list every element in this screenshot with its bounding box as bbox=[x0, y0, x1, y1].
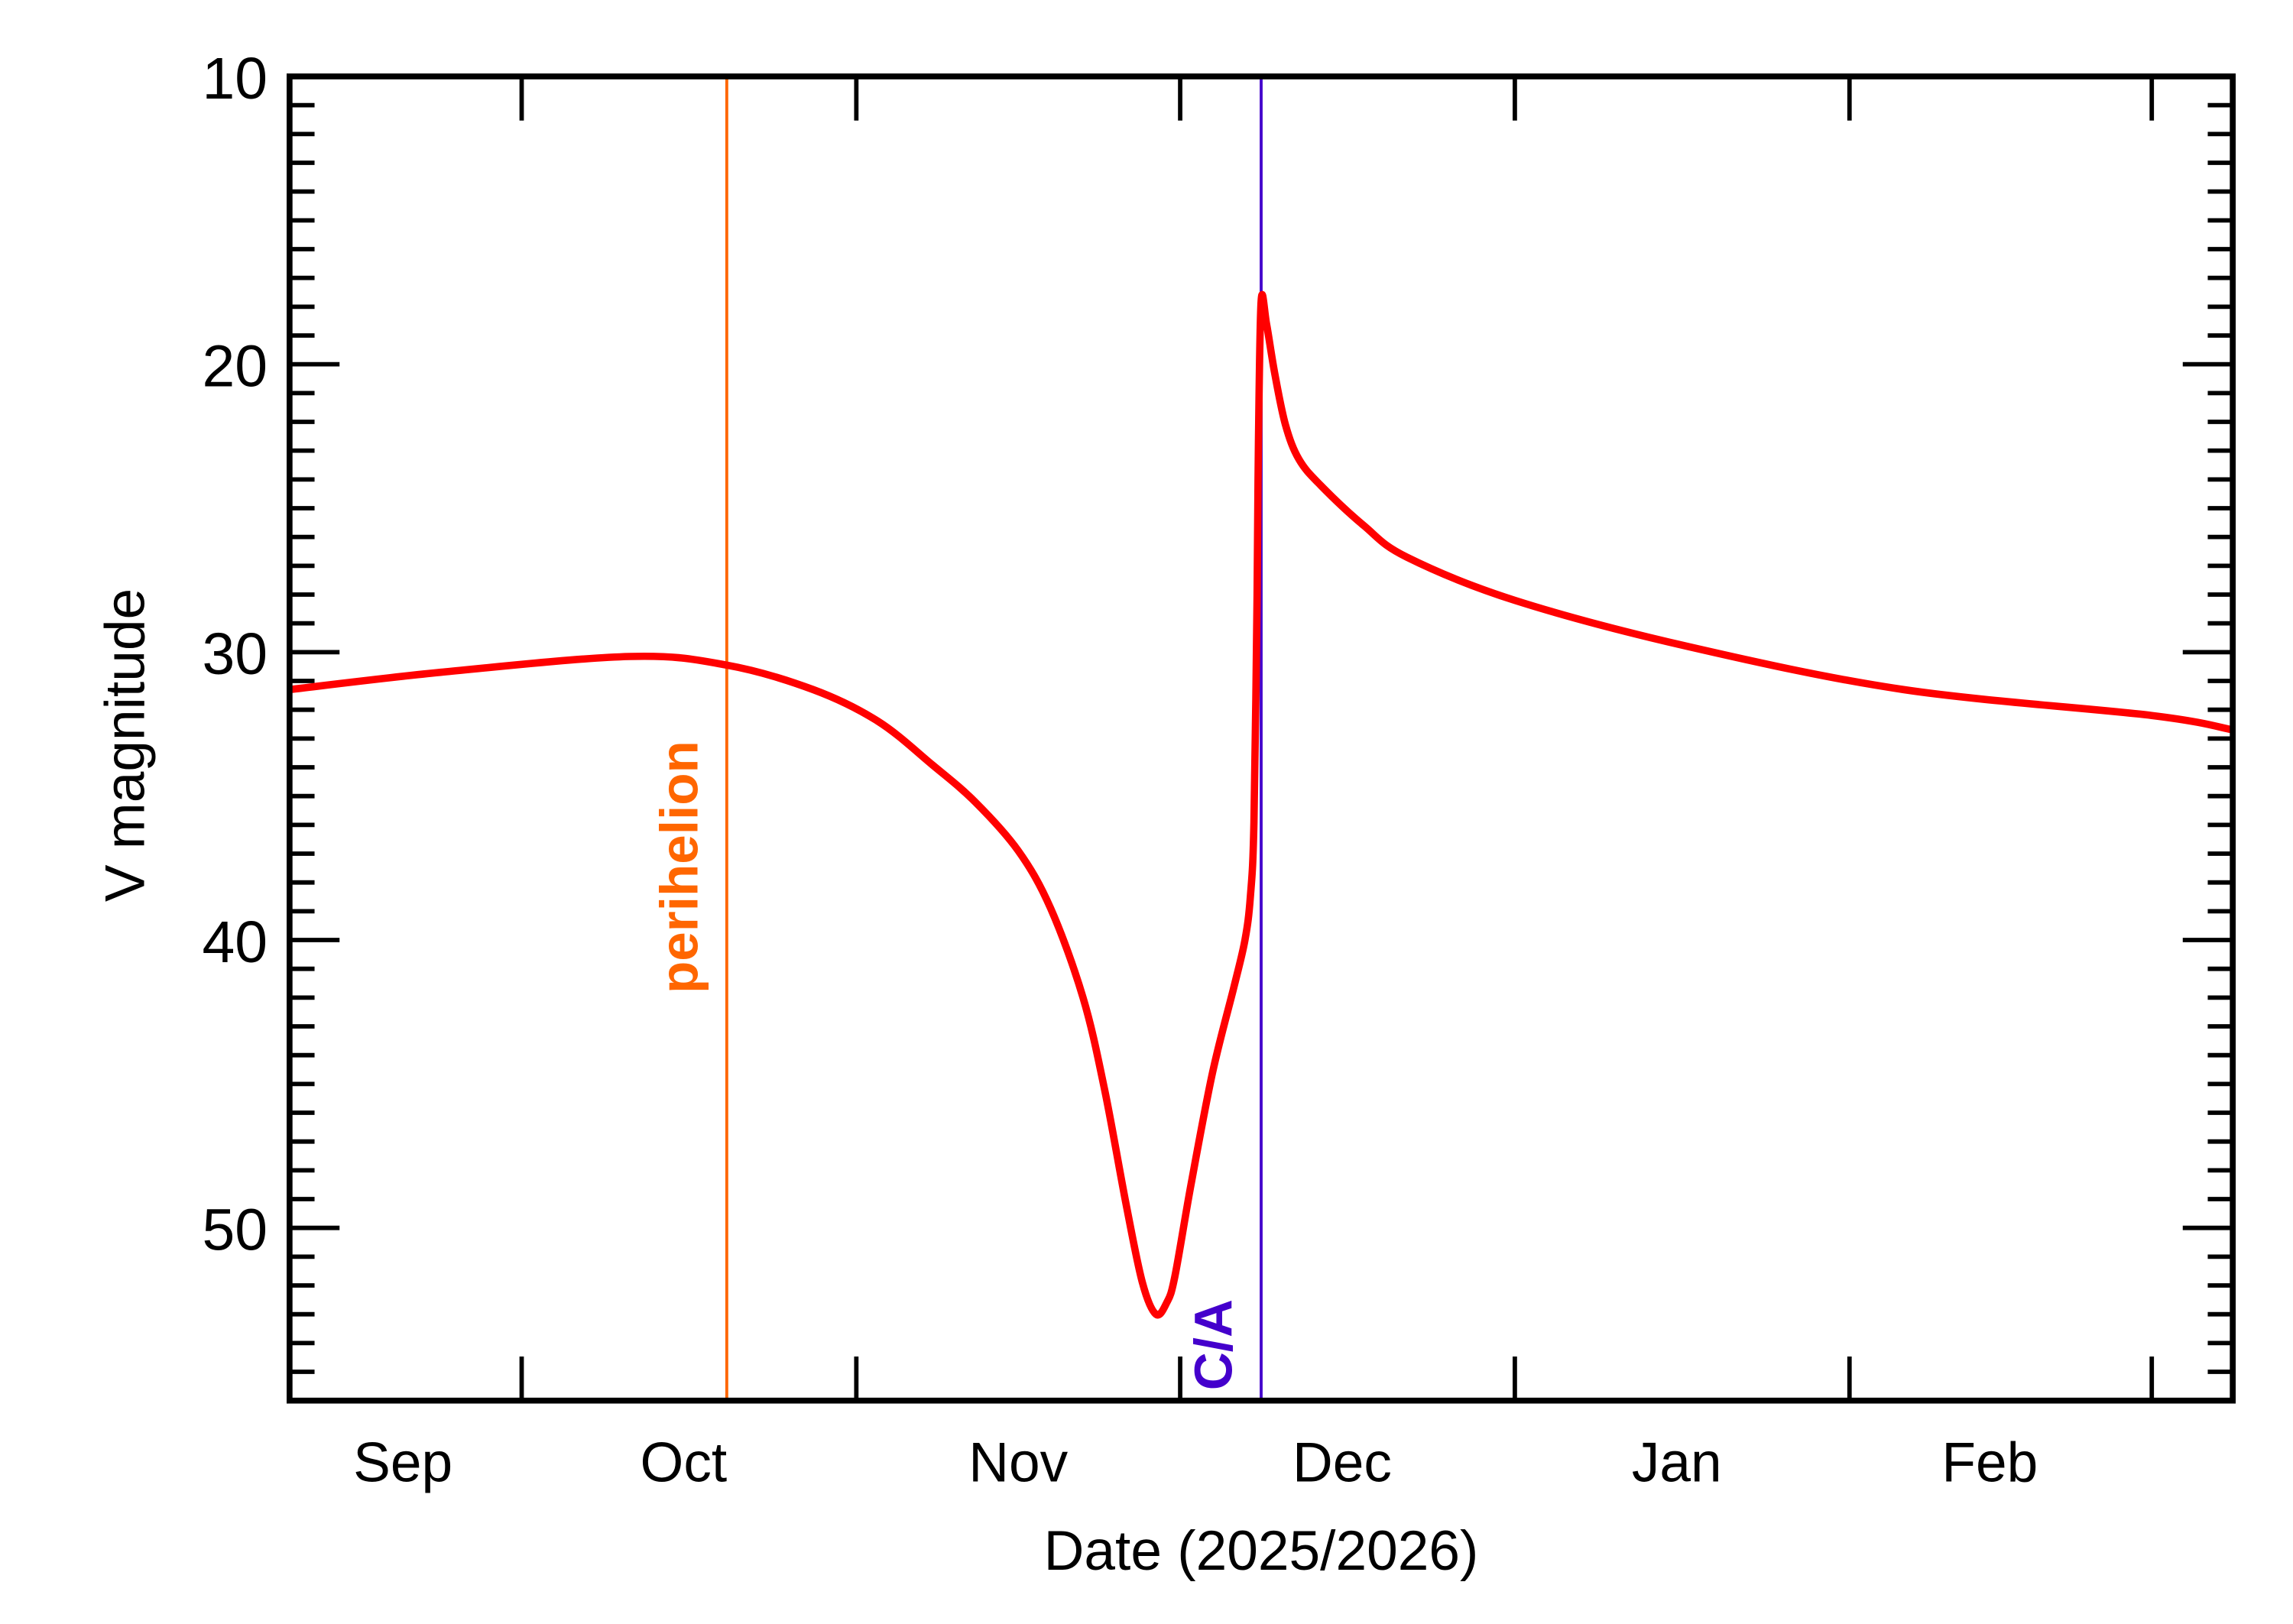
x-tick-label: Sep bbox=[353, 1431, 452, 1493]
series-line bbox=[289, 290, 2234, 1319]
x-tick-label: Feb bbox=[1941, 1431, 2038, 1493]
y-tick-label: 20 bbox=[202, 334, 268, 400]
axis-ticks bbox=[289, 74, 2233, 1403]
y-tick-label: 50 bbox=[202, 1198, 268, 1263]
x-tick-label: Jan bbox=[1632, 1431, 1722, 1493]
y-axis-label: V magnitude bbox=[94, 588, 156, 902]
tick-labels: 10 20 30 40 50 Sep Oct Nov Dec Jan Feb bbox=[202, 46, 2038, 1494]
x-axis-label: Date (2025/2026) bbox=[1044, 1520, 1479, 1582]
x-tick-label: Oct bbox=[641, 1431, 728, 1493]
x-tick-label: Nov bbox=[968, 1431, 1068, 1493]
y-tick-label: 10 bbox=[202, 46, 268, 112]
annotations: perihelion C/A bbox=[649, 76, 1263, 1401]
y-tick-label: 40 bbox=[202, 909, 268, 975]
x-tick-label: Dec bbox=[1292, 1431, 1392, 1493]
annotation-label: perihelion bbox=[649, 741, 709, 994]
annotation-label: C/A bbox=[1184, 1299, 1244, 1390]
y-tick-label: 30 bbox=[202, 621, 268, 687]
plot-frame bbox=[287, 73, 2236, 1404]
